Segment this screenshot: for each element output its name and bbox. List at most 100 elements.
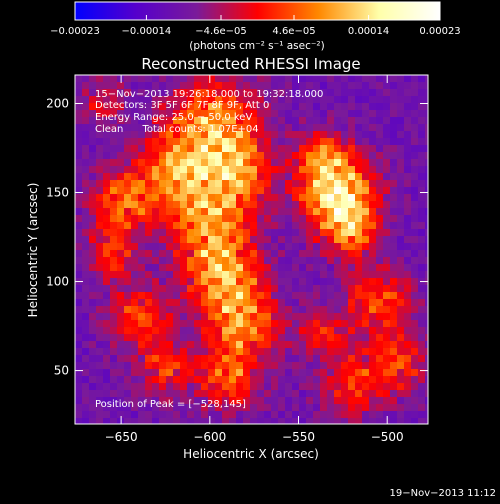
heatmap-cell (285, 292, 293, 300)
heatmap-cell (236, 299, 244, 307)
heatmap-cell (313, 390, 321, 398)
heatmap-cell (194, 264, 202, 272)
heatmap-cell (418, 159, 426, 167)
heatmap-cell (362, 75, 370, 83)
heatmap-cell (369, 341, 377, 349)
heatmap-cell (285, 208, 293, 216)
heatmap-cell (103, 376, 111, 384)
heatmap-cell (285, 264, 293, 272)
heatmap-cell (215, 383, 223, 391)
heatmap-cell (376, 166, 384, 174)
heatmap-cell (362, 89, 370, 97)
heatmap-cell (313, 131, 321, 139)
heatmap-cell (383, 404, 391, 412)
heatmap-cell (159, 257, 167, 265)
heatmap-cell (285, 187, 293, 195)
heatmap-cell (215, 285, 223, 293)
heatmap-cell (222, 173, 230, 181)
heatmap-cell (75, 201, 83, 209)
heatmap-cell (89, 376, 97, 384)
heatmap-cell (117, 278, 125, 286)
heatmap-cell (96, 348, 104, 356)
heatmap-cell (173, 166, 181, 174)
heatmap-cell (110, 201, 118, 209)
heatmap-cell (222, 313, 230, 321)
heatmap-cell (411, 208, 419, 216)
heatmap-cell (173, 397, 181, 405)
heatmap-cell (320, 299, 328, 307)
heatmap-cell (271, 376, 279, 384)
heatmap-cell (180, 215, 188, 223)
heatmap-cell (404, 89, 412, 97)
heatmap-cell (397, 334, 405, 342)
heatmap-cell (103, 278, 111, 286)
heatmap-cell (418, 313, 426, 321)
heatmap-cell (131, 341, 139, 349)
heatmap-cell (173, 110, 181, 118)
peak-position-label: Position of Peak = [−528,145] (95, 399, 246, 410)
heatmap-cell (208, 341, 216, 349)
heatmap-cell (131, 404, 139, 412)
heatmap-cell (124, 397, 132, 405)
heatmap-cell (138, 222, 146, 230)
heatmap-cell (369, 194, 377, 202)
heatmap-cell (208, 187, 216, 195)
heatmap-cell (131, 369, 139, 377)
heatmap-cell (145, 271, 153, 279)
heatmap-cell (194, 194, 202, 202)
heatmap-cell (425, 96, 428, 104)
heatmap-cell (173, 348, 181, 356)
heatmap-cell (341, 271, 349, 279)
heatmap-cell (334, 369, 342, 377)
heatmap-cell (103, 341, 111, 349)
heatmap-cell (397, 159, 405, 167)
heatmap-cell (229, 362, 237, 370)
heatmap-cell (369, 208, 377, 216)
heatmap-cell (166, 250, 174, 258)
heatmap-cell (194, 348, 202, 356)
heatmap-cell (327, 243, 335, 251)
heatmap-cell (222, 383, 230, 391)
heatmap-cell (404, 103, 412, 111)
heatmap-cell (376, 341, 384, 349)
heatmap-cell (96, 397, 104, 405)
heatmap-cell (390, 187, 398, 195)
heatmap-cell (208, 166, 216, 174)
heatmap-cell (278, 201, 286, 209)
heatmap-cell (383, 236, 391, 244)
heatmap-cell (362, 383, 370, 391)
heatmap-cell (236, 96, 244, 104)
heatmap-cell (159, 124, 167, 132)
heatmap-cell (285, 201, 293, 209)
heatmap-cell (362, 264, 370, 272)
heatmap-cell (355, 397, 363, 405)
heatmap-cell (292, 124, 300, 132)
heatmap-cell (278, 362, 286, 370)
heatmap-cell (201, 383, 209, 391)
heatmap-cell (257, 222, 265, 230)
heatmap-cell (131, 103, 139, 111)
heatmap-cell (397, 320, 405, 328)
heatmap-cell (243, 145, 251, 153)
heatmap-cell (103, 173, 111, 181)
heatmap-cell (306, 236, 314, 244)
heatmap-cell (411, 250, 419, 258)
heatmap-cell (327, 194, 335, 202)
heatmap-cell (299, 110, 307, 118)
heatmap-cell (236, 285, 244, 293)
heatmap-cell (390, 397, 398, 405)
heatmap-cell (285, 96, 293, 104)
heatmap-cell (180, 320, 188, 328)
heatmap-cell (425, 124, 428, 132)
heatmap-cell (320, 159, 328, 167)
heatmap-cell (257, 327, 265, 335)
heatmap-cell (236, 159, 244, 167)
heatmap-cell (383, 341, 391, 349)
heatmap-cell (117, 236, 125, 244)
heatmap-cell (320, 285, 328, 293)
heatmap-cell (376, 264, 384, 272)
heatmap-cell (257, 138, 265, 146)
heatmap-cell (334, 362, 342, 370)
heatmap-cell (222, 243, 230, 251)
heatmap-cell (320, 355, 328, 363)
